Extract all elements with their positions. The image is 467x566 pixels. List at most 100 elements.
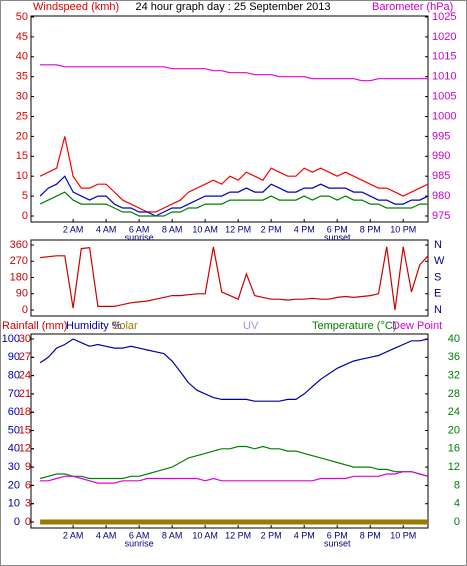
y3-tick-label: 30 — [19, 333, 31, 345]
y3-tick-label: 6 — [25, 479, 31, 491]
y-tick-label: 360 — [10, 239, 28, 251]
series-line — [39, 445, 429, 480]
x-tick-label: 8 AM — [162, 530, 183, 540]
x-tick-label: 6 AM — [129, 530, 150, 540]
y-tick-label: 5 — [22, 190, 28, 202]
y2-tick-label: S — [434, 271, 441, 283]
y2-tick-label: 1010 — [432, 71, 456, 83]
y2-tick-label: 24 — [448, 406, 460, 418]
y2-tick-label: 16 — [448, 443, 460, 455]
y3-tick-label: 0 — [25, 516, 31, 528]
y3-tick-label: 15 — [19, 424, 31, 436]
y-tick-label: 15 — [16, 150, 28, 162]
series-line — [40, 64, 428, 82]
y-tick-label: 20 — [8, 479, 20, 491]
annotation: sunrise — [125, 538, 154, 548]
y-tick-label: 80 — [8, 370, 20, 382]
y2-tick-label: 975 — [432, 210, 450, 222]
legend-label: Temperature (°C) — [312, 320, 396, 332]
y2-tick-label: 0 — [454, 516, 460, 528]
annotation: sunset — [324, 232, 351, 242]
y-tick-label: 40 — [16, 51, 28, 63]
x-tick-label: 10 AM — [192, 530, 218, 540]
y3-tick-label: 24 — [19, 370, 31, 382]
y2-tick-label: 36 — [448, 351, 460, 363]
plot-frame — [30, 333, 429, 529]
y-tick-label: 45 — [16, 31, 28, 43]
y2-tick-label: W — [434, 255, 445, 267]
annotation: sunrise — [125, 232, 154, 242]
y3-tick-label: 21 — [19, 388, 31, 400]
y2-tick-label: 1025 — [432, 11, 456, 23]
series-line — [39, 191, 428, 217]
x-tick-label: 12 PM — [225, 224, 251, 234]
x-tick-label: 4 PM — [294, 530, 315, 540]
series-line — [40, 246, 429, 311]
y2-tick-label: 20 — [448, 424, 460, 436]
y-tick-label: 0 — [14, 516, 20, 528]
x-tick-label: 6 PM — [327, 530, 348, 540]
y2-tick-label: 1005 — [432, 91, 456, 103]
y-tick-label: 10 — [16, 170, 28, 182]
y3-tick-label: 9 — [25, 461, 31, 473]
y2-tick-label: 995 — [432, 130, 450, 142]
y-tick-label: 180 — [10, 271, 28, 283]
x-tick-label: 2 PM — [261, 530, 282, 540]
y2-axis-label: Barometer (hPa) — [372, 1, 453, 13]
y-tick-label: 90 — [16, 288, 28, 300]
chart-title: 24 hour graph day : 25 September 2013 — [135, 1, 330, 13]
annotation: sunset — [324, 538, 351, 548]
y2-tick-label: 1000 — [432, 110, 456, 122]
x-tick-label: 8 AM — [162, 224, 183, 234]
y2-tick-label: N — [434, 304, 442, 316]
y2-tick-label: 8 — [454, 479, 460, 491]
y3-tick-label: 27 — [19, 351, 31, 363]
y-tick-label: 270 — [10, 255, 28, 267]
y2-tick-label: 985 — [432, 170, 450, 182]
y2-tick-label: E — [434, 288, 441, 300]
rainfall-label: Rainfall (mm) — [2, 320, 67, 332]
y2-tick-label: 28 — [448, 388, 460, 400]
y-tick-label: 40 — [8, 443, 20, 455]
uv-label: UV — [243, 320, 259, 332]
y-tick-label: 10 — [8, 498, 20, 510]
y-tick-label: 30 — [16, 91, 28, 103]
x-tick-label: 10 PM — [390, 224, 416, 234]
y2-tick-label: 980 — [432, 190, 450, 202]
x-tick-label: 10 AM — [192, 224, 218, 234]
y2-tick-label: 990 — [432, 150, 450, 162]
x-tick-label: 2 PM — [261, 224, 282, 234]
series-line — [39, 136, 429, 213]
y-axis-label: Windspeed (kmh) — [33, 1, 119, 13]
legend-label: Solar — [112, 320, 138, 332]
legend-label: Dew Point — [392, 320, 442, 332]
x-tick-label: 4 AM — [96, 224, 117, 234]
y3-tick-label: 3 — [25, 498, 31, 510]
y-tick-label: 20 — [16, 130, 28, 142]
series-line — [39, 338, 429, 402]
series-line — [39, 175, 429, 217]
y-tick-label: 50 — [8, 424, 20, 436]
y-tick-label: 0 — [22, 210, 28, 222]
plot-frame — [30, 15, 429, 223]
y2-tick-label: N — [434, 239, 442, 251]
legend-label: Humidity % — [66, 320, 122, 332]
x-tick-label: 4 PM — [294, 224, 315, 234]
y-tick-label: 100 — [2, 333, 20, 345]
y3-tick-label: 12 — [19, 443, 31, 455]
y2-tick-label: 4 — [454, 498, 460, 510]
y-tick-label: 30 — [8, 461, 20, 473]
x-tick-label: 2 AM — [63, 530, 84, 540]
y2-tick-label: 32 — [448, 370, 460, 382]
x-tick-label: 6 AM — [129, 224, 150, 234]
y2-tick-label: 12 — [448, 461, 460, 473]
x-tick-label: 8 PM — [360, 530, 381, 540]
series-line — [40, 471, 429, 484]
y-tick-label: 35 — [16, 71, 28, 83]
y-tick-label: 90 — [8, 351, 20, 363]
x-tick-label: 12 PM — [225, 530, 251, 540]
y-tick-label: 60 — [8, 406, 20, 418]
x-tick-label: 10 PM — [390, 530, 416, 540]
y2-tick-label: 1015 — [432, 51, 456, 63]
